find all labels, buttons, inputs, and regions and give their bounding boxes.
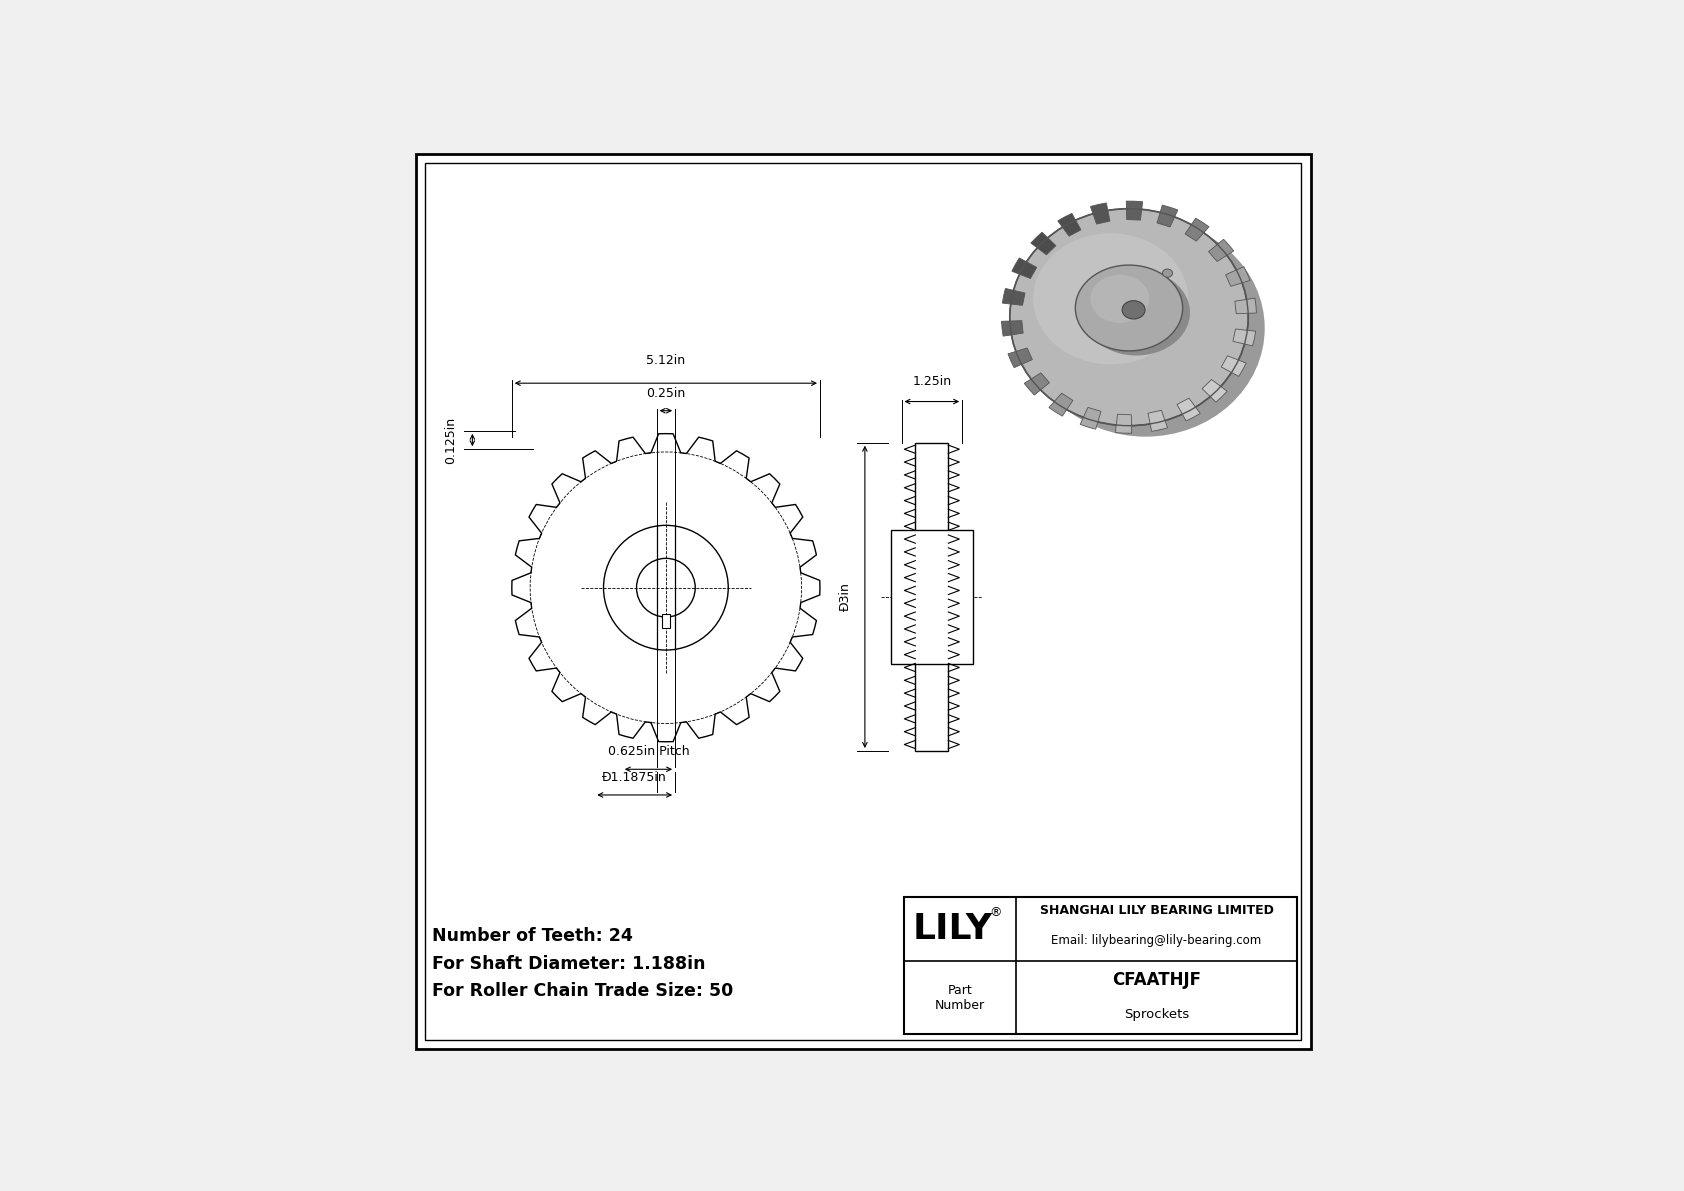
Polygon shape — [1177, 398, 1201, 420]
Text: CFAATHJF: CFAATHJF — [1111, 971, 1201, 989]
Polygon shape — [1221, 356, 1246, 376]
Text: Email: lilybearing@lily-bearing.com: Email: lilybearing@lily-bearing.com — [1051, 934, 1261, 947]
Polygon shape — [1031, 232, 1056, 255]
Text: ®: ® — [989, 906, 1002, 919]
Text: 0.125in: 0.125in — [445, 417, 456, 463]
Text: 1.25in: 1.25in — [913, 375, 951, 388]
Ellipse shape — [1162, 269, 1172, 278]
Text: 0.625in Pitch: 0.625in Pitch — [608, 746, 689, 759]
Text: Part
Number: Part Number — [935, 984, 985, 1012]
Bar — [904, 897, 1297, 1034]
Ellipse shape — [1122, 300, 1145, 319]
Polygon shape — [1115, 414, 1132, 434]
Polygon shape — [1209, 239, 1234, 262]
Polygon shape — [1002, 288, 1026, 305]
Polygon shape — [1009, 348, 1032, 368]
Polygon shape — [1234, 298, 1256, 313]
Polygon shape — [1127, 201, 1143, 220]
Text: For Roller Chain Trade Size: 50: For Roller Chain Trade Size: 50 — [433, 983, 733, 1000]
Ellipse shape — [1026, 219, 1265, 437]
Polygon shape — [1148, 410, 1167, 431]
Text: Ð1.1875in: Ð1.1875in — [603, 771, 667, 784]
Polygon shape — [1002, 320, 1024, 336]
Polygon shape — [1186, 218, 1209, 241]
Ellipse shape — [1010, 208, 1248, 425]
Bar — [916, 443, 948, 752]
Polygon shape — [1012, 258, 1037, 279]
Text: 0.25in: 0.25in — [647, 387, 685, 400]
Bar — [891, 530, 973, 663]
Text: For Shaft Diameter: 1.188in: For Shaft Diameter: 1.188in — [433, 955, 706, 973]
Text: Ð3in: Ð3in — [839, 582, 852, 611]
Polygon shape — [1226, 267, 1250, 286]
Text: LILY: LILY — [913, 912, 994, 946]
Polygon shape — [1024, 373, 1049, 395]
Polygon shape — [1049, 393, 1073, 416]
Polygon shape — [1091, 202, 1110, 224]
Ellipse shape — [1034, 233, 1189, 364]
Text: Sprockets: Sprockets — [1123, 1008, 1189, 1021]
Text: Number of Teeth: 24: Number of Teeth: 24 — [433, 927, 633, 946]
Polygon shape — [1202, 380, 1228, 403]
Ellipse shape — [1076, 266, 1182, 351]
Ellipse shape — [1083, 269, 1191, 355]
Polygon shape — [1058, 213, 1081, 236]
Polygon shape — [1233, 329, 1256, 345]
Text: 5.12in: 5.12in — [647, 354, 685, 367]
Polygon shape — [1079, 407, 1101, 429]
Polygon shape — [1157, 205, 1177, 227]
Ellipse shape — [1090, 275, 1150, 323]
Text: SHANGHAI LILY BEARING LIMITED: SHANGHAI LILY BEARING LIMITED — [1039, 904, 1273, 917]
Bar — [662, 615, 670, 628]
